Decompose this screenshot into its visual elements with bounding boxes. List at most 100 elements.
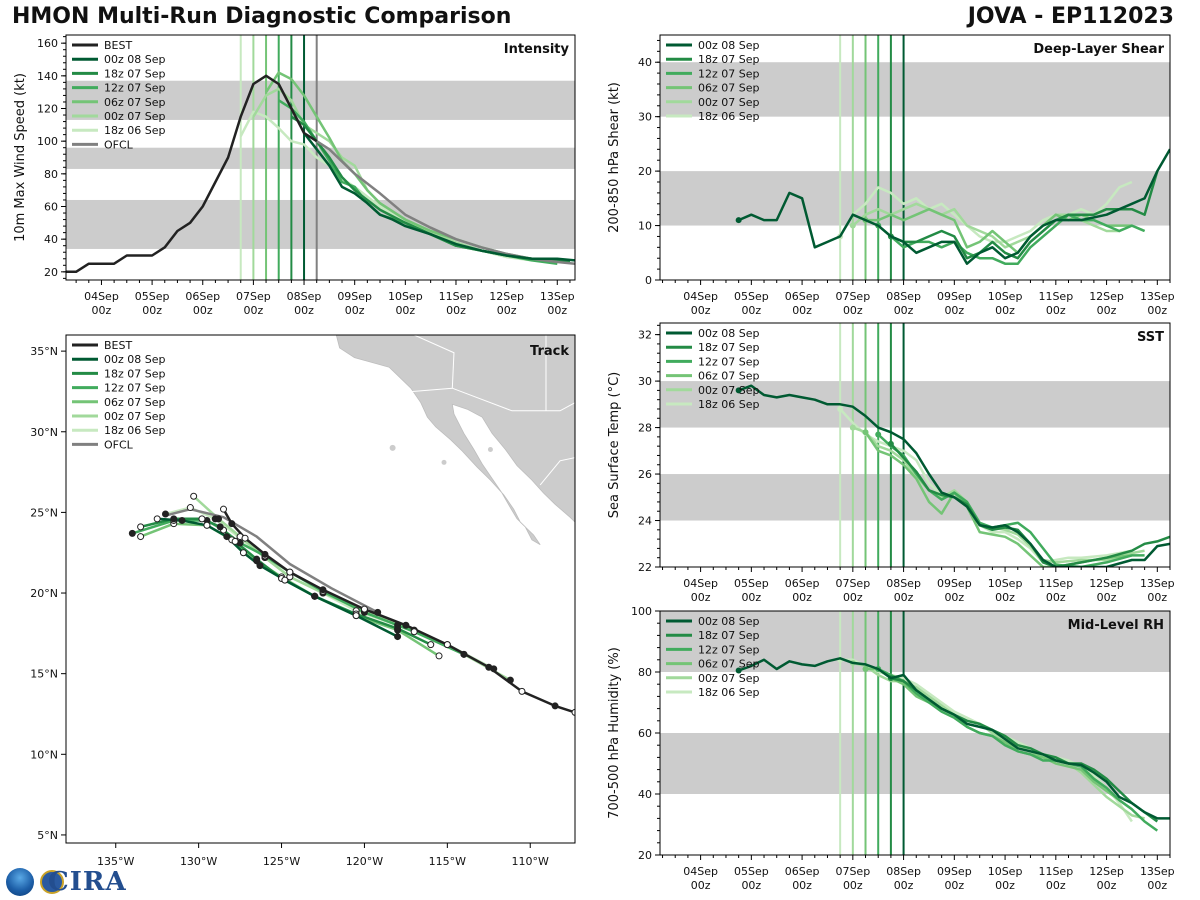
x-tick-label: 11Sep (1038, 865, 1073, 878)
panel-title-track: Track (530, 344, 569, 359)
init-marker-00z-07-sep (849, 222, 856, 229)
x-tick-label: 05Sep (734, 290, 769, 303)
legend-label-00z-07-sep: 00z 07 Sep (698, 384, 760, 397)
x-tick-label: 07Sep (835, 577, 870, 590)
series-line-00z-08-sep (303, 132, 575, 262)
x-tick-sublabel: 00z (1046, 591, 1066, 604)
x-tick-sublabel: 00z (1147, 879, 1167, 892)
x-tick-label: 04Sep (683, 577, 718, 590)
x-tick-label: 13Sep (1140, 865, 1175, 878)
series-line-12z-07-sep (877, 213, 1146, 265)
x-tick-label: 08Sep (886, 865, 921, 878)
x-tick-label: 11Sep (1038, 290, 1073, 303)
x-tick-sublabel: 00z (741, 591, 761, 604)
track-point-18z-06-sep (161, 510, 169, 518)
legend-label-00z-08-sep: 00z 08 Sep (698, 615, 760, 628)
series-line-00z-08-sep (738, 148, 1170, 265)
lon-tick-label: 135°W (97, 855, 134, 868)
track-point-best (518, 687, 526, 695)
legend-label-18z-06-sep: 18z 06 Sep (698, 110, 760, 123)
track-point-18z-07-sep (198, 515, 206, 523)
axes-frame (659, 34, 1171, 281)
x-tick-sublabel: 00z (92, 304, 112, 317)
y-tick-label: 140 (37, 70, 58, 83)
lon-tick-label: 125°W (263, 855, 300, 868)
x-tick-sublabel: 00z (995, 591, 1015, 604)
x-tick-label: 04Sep (683, 290, 718, 303)
y-tick-label: 40 (638, 788, 652, 801)
track-point-00z-08-sep (281, 576, 289, 584)
track-point-00z-08-sep (178, 516, 186, 524)
legend-label-12z-07-sep: 12z 07 Sep (698, 355, 760, 368)
x-tick-label: 09Sep (937, 290, 972, 303)
series-group (735, 656, 1170, 832)
track-point-best (286, 568, 294, 576)
legend-label-00z-08-sep: 00z 08 Sep (104, 53, 166, 66)
track-point-18z-07-sep (253, 555, 261, 563)
legend-label-00z-07-sep: 00z 07 Sep (698, 672, 760, 685)
y-tick-label: 20 (44, 266, 58, 279)
legend-label-18z-07-sep: 18z 07 Sep (698, 53, 760, 66)
x-tick-label: 10Sep (988, 577, 1023, 590)
track-point-best (551, 702, 559, 710)
x-tick-label: 13Sep (1140, 577, 1175, 590)
legend-label-18z-07-sep: 18z 07 Sep (698, 341, 760, 354)
track-point-00z-07-sep (215, 515, 223, 523)
x-tick-sublabel: 00z (792, 591, 812, 604)
init-marker-12z-07-sep (875, 431, 882, 438)
legend-label-18z-06-sep: 18z 06 Sep (698, 686, 760, 699)
x-tick-label: 09Sep (937, 865, 972, 878)
band-0 (660, 474, 1170, 521)
x-tick-label: 11Sep (439, 290, 474, 303)
legend-label-18z-06-sep: 18z 06 Sep (698, 398, 760, 411)
x-tick-label: 10Sep (988, 865, 1023, 878)
track-point-best (319, 586, 327, 594)
island-2 (487, 447, 493, 453)
y-tick-label: 80 (44, 168, 58, 181)
legend-label-18z-06-sep: 18z 06 Sep (104, 124, 166, 137)
y-tick-label: 22 (638, 561, 652, 574)
track-point-best (360, 605, 368, 613)
lat-tick-label: 10°N (30, 748, 58, 761)
track-line-best (222, 508, 575, 714)
legend-label-06z-07-sep: 06z 07 Sep (698, 82, 760, 95)
y-tick-label: 60 (638, 727, 652, 740)
legend-label-18z-07-sep: 18z 07 Sep (104, 367, 166, 380)
y-axis-label-intensity: 10m Max Wind Speed (kt) (13, 73, 28, 242)
init-marker-00z-07-sep (849, 424, 856, 431)
band-1 (66, 147, 575, 169)
legend-label-00z-07-sep: 00z 07 Sep (104, 110, 166, 123)
y-tick-label: 30 (638, 375, 652, 388)
x-tick-sublabel: 00z (944, 304, 964, 317)
track-point-00z-08-sep (203, 521, 211, 529)
series-line-00z-08-sep (738, 657, 1170, 820)
x-tick-sublabel: 00z (843, 304, 863, 317)
panel-rh: 2040608010004Sep00z05Sep00z06Sep00z07Sep… (607, 605, 1175, 892)
legend-label-best: BEST (104, 339, 132, 352)
x-tick-sublabel: 00z (345, 304, 365, 317)
init-marker-00z-08-sep (735, 387, 742, 394)
x-tick-sublabel: 00z (843, 591, 863, 604)
x-tick-sublabel: 00z (741, 304, 761, 317)
legend-label-12z-07-sep: 12z 07 Sep (698, 643, 760, 656)
x-tick-label: 12Sep (1089, 577, 1124, 590)
legend-label-00z-08-sep: 00z 08 Sep (698, 327, 760, 340)
x-tick-label: 06Sep (785, 577, 820, 590)
track-point-18z-07-sep (231, 537, 239, 545)
legend-label-18z-07-sep: 18z 07 Sep (104, 67, 166, 80)
band-2 (66, 80, 575, 120)
track-point-best (443, 641, 451, 649)
legend-label-06z-07-sep: 06z 07 Sep (698, 658, 760, 671)
track-point-18z-07-sep (216, 523, 224, 531)
legend-label-00z-08-sep: 00z 08 Sep (698, 39, 760, 52)
y-tick-label: 80 (638, 666, 652, 679)
x-tick-label: 13Sep (540, 290, 575, 303)
legend-label-18z-06-sep: 18z 06 Sep (104, 424, 166, 437)
y-axis-label-sst: Sea Surface Temp (°C) (607, 372, 622, 519)
track-line-00z-08-sep (157, 517, 399, 638)
x-tick-label: 13Sep (1140, 290, 1175, 303)
track-point-18z-07-sep (170, 515, 178, 523)
band-0 (66, 199, 575, 249)
